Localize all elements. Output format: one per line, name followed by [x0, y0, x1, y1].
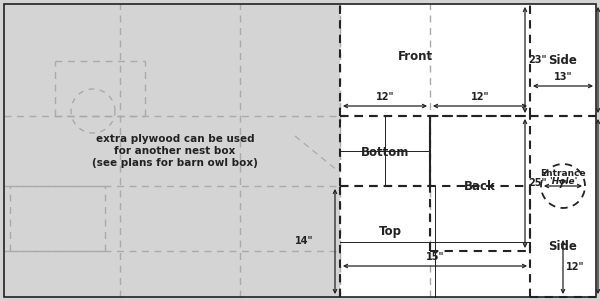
Text: 12": 12"	[376, 92, 394, 102]
Text: 13": 13"	[554, 72, 572, 82]
Text: 25": 25"	[528, 178, 547, 188]
Bar	[340, 4, 596, 297]
Text: 12": 12"	[566, 262, 584, 272]
Text: Side: Side	[548, 240, 577, 253]
Text: 15": 15"	[426, 252, 444, 262]
Text: 'Hole': 'Hole'	[549, 178, 577, 187]
Text: Back: Back	[464, 179, 496, 193]
Text: 23": 23"	[528, 55, 547, 65]
Text: Side: Side	[548, 54, 577, 67]
Text: extra plywood can be used
for another nest box
(see plans for barn owl box): extra plywood can be used for another ne…	[92, 135, 258, 168]
Text: 12": 12"	[471, 92, 489, 102]
Text: Bottom: Bottom	[361, 147, 409, 160]
Text: 7": 7"	[557, 180, 569, 190]
Text: Front: Front	[397, 49, 433, 63]
Text: 14": 14"	[295, 237, 313, 247]
Text: Entrance: Entrance	[540, 169, 586, 178]
Text: Top: Top	[379, 225, 401, 237]
